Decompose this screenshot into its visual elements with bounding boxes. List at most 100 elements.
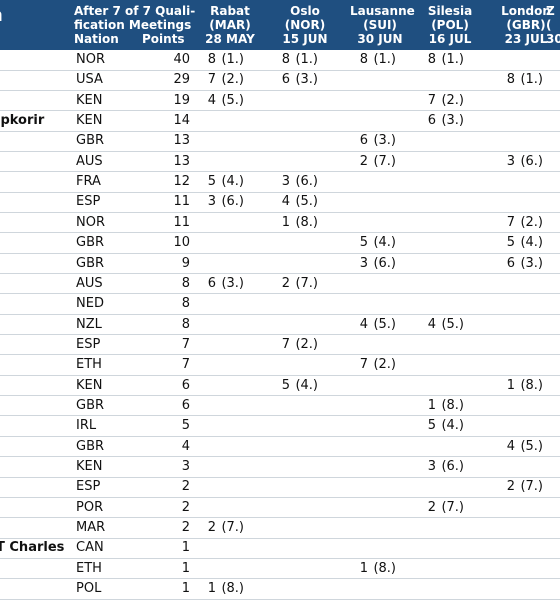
meeting-result: 5 (4.)	[198, 172, 253, 191]
result-points: 6	[281, 72, 290, 88]
meeting-result	[497, 498, 552, 517]
meeting-result: 5 (4.)	[272, 376, 327, 395]
meeting-result: 1 (8.)	[418, 396, 473, 415]
result-place: (6.)	[520, 153, 543, 169]
meeting-result: 7 (2.)	[418, 91, 473, 110]
meeting-result	[272, 477, 327, 496]
meeting-result	[497, 518, 552, 537]
meeting-result	[418, 538, 473, 557]
nation-code: GBR	[76, 133, 105, 149]
nation-column-header: Nation	[74, 32, 119, 46]
result-place: (5.)	[221, 92, 244, 108]
result-place: (6.)	[221, 194, 244, 210]
table-row: POR 2 2 (7.)	[0, 498, 560, 519]
result-points: 1	[207, 581, 216, 597]
total-points: 5	[181, 418, 190, 434]
meeting-result	[272, 559, 327, 578]
table-row: GBR 13 6 (3.)	[0, 131, 560, 152]
meeting-result	[418, 559, 473, 578]
nation-code: ETH	[76, 560, 102, 576]
meeting-name: Rabat	[210, 4, 250, 18]
total-points: 6	[181, 377, 190, 393]
nation-code: POL	[76, 581, 102, 597]
total-points: 19	[173, 92, 190, 108]
meeting-header-zurich: Z ( 30	[546, 4, 560, 46]
result-points: 8	[427, 52, 436, 67]
result-points: 2	[359, 153, 368, 169]
meeting-name: London	[501, 4, 551, 18]
nation-code: ESP	[76, 194, 101, 210]
meeting-result: 6 (3.)	[198, 274, 253, 293]
table-row: ETH 7 7 (2.)	[0, 355, 560, 376]
result-points: 5	[281, 377, 290, 393]
result-points: 5	[427, 418, 436, 434]
result-points: 8	[281, 52, 290, 67]
result-points: 1	[359, 560, 368, 576]
meeting-result	[350, 437, 405, 456]
result-points: 2	[281, 275, 290, 291]
standing-line-1: After 7 of 7 Quali-	[74, 4, 196, 18]
nation-code: ETH	[76, 357, 102, 373]
meeting-result	[418, 274, 473, 293]
result-points: 7	[281, 336, 290, 352]
nation-code: MAR	[76, 520, 106, 536]
meeting-result	[497, 335, 552, 354]
meeting-result: 2 (7.)	[497, 477, 552, 496]
name-column-header: n	[0, 7, 22, 25]
meeting-result	[272, 457, 327, 476]
result-place: (1.)	[295, 52, 318, 67]
meeting-name: Silesia	[427, 4, 473, 18]
meeting-result	[198, 538, 253, 557]
result-points: 1	[281, 214, 290, 230]
table-row: AUS 13 2 (7.) 3 (6.)	[0, 152, 560, 173]
meeting-result	[418, 335, 473, 354]
table-row: MAR 2 2 (7.)	[0, 518, 560, 539]
nation-code: CAN	[76, 540, 104, 556]
nation-code: AUS	[76, 153, 103, 169]
table-row: GBR 10 5 (4.) 5 (4.)	[0, 233, 560, 254]
meeting-date: 16 JUL	[428, 32, 472, 46]
result-place: (2.)	[520, 214, 543, 230]
nation-code: NED	[76, 296, 104, 312]
result-place: (3.)	[221, 275, 244, 291]
total-points: 4	[181, 438, 190, 454]
athlete-name: ipkorir	[0, 113, 45, 129]
meeting-result	[418, 477, 473, 496]
result-place: (7.)	[221, 520, 244, 536]
meeting-result	[272, 437, 327, 456]
total-points: 12	[173, 174, 190, 190]
result-place: (5.)	[295, 194, 318, 210]
total-points: 10	[173, 235, 190, 251]
nation-code: ESP	[76, 336, 101, 352]
result-points: 7	[207, 72, 216, 88]
meeting-result	[350, 518, 405, 537]
meeting-result: 6 (3.)	[272, 70, 327, 89]
meeting-result	[350, 294, 405, 313]
meeting-result	[418, 579, 473, 598]
total-points: 40	[173, 52, 190, 67]
meeting-result	[272, 579, 327, 598]
meeting-result: 7 (2.)	[272, 335, 327, 354]
meeting-result	[272, 355, 327, 374]
meeting-result	[497, 131, 552, 150]
meeting-result: 2 (7.)	[418, 498, 473, 517]
total-points: 1	[181, 560, 190, 576]
table-row: GBR 6 1 (8.)	[0, 396, 560, 417]
result-points: 3	[359, 255, 368, 271]
result-place: (8.)	[373, 560, 396, 576]
result-points: 5	[506, 235, 515, 251]
meeting-result	[350, 477, 405, 496]
nation-code: GBR	[76, 235, 105, 251]
meeting-result: 2 (7.)	[350, 152, 405, 171]
total-points: 8	[181, 316, 190, 332]
total-points: 9	[181, 255, 190, 271]
meeting-result	[198, 437, 253, 456]
meeting-result: 1 (8.)	[497, 376, 552, 395]
table-row: NOR 11 1 (8.) 7 (2.)	[0, 213, 560, 234]
meeting-result	[272, 294, 327, 313]
nation-code: AUS	[76, 275, 103, 291]
meeting-result	[198, 315, 253, 334]
meeting-result	[198, 233, 253, 252]
points-column-header: Points	[142, 32, 185, 46]
meeting-result	[418, 254, 473, 273]
